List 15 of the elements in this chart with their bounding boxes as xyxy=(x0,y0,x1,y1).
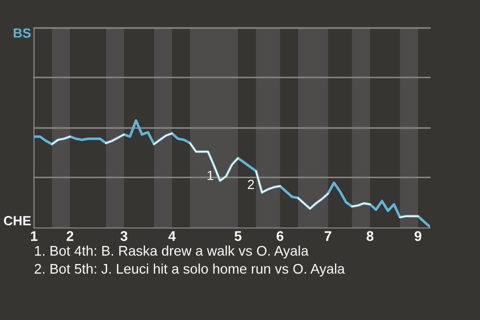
x-tick-label: 2 xyxy=(66,231,74,241)
x-tick-label: 3 xyxy=(120,231,128,241)
x-tick-label: 6 xyxy=(276,231,284,241)
annotation: 2 xyxy=(248,180,254,189)
annotation: 1 xyxy=(208,170,214,180)
x-tick-label: 5 xyxy=(234,231,242,241)
text: 2. Bot 5th: J. Leuci hit a solo home run vs O. Ayala xyxy=(34,264,345,276)
text: CHE xyxy=(4,216,31,226)
x-tick-label: 4 xyxy=(168,231,176,241)
text: BS xyxy=(14,28,31,38)
x-tick-label: 7 xyxy=(324,231,332,241)
x-tick-label: 1 xyxy=(31,231,38,241)
x-tick-label: 8 xyxy=(366,231,374,241)
x-tick-label: 9 xyxy=(414,231,422,241)
text: 1. Bot 4th: B. Raska drew a walk vs O. Ayala xyxy=(35,246,309,258)
